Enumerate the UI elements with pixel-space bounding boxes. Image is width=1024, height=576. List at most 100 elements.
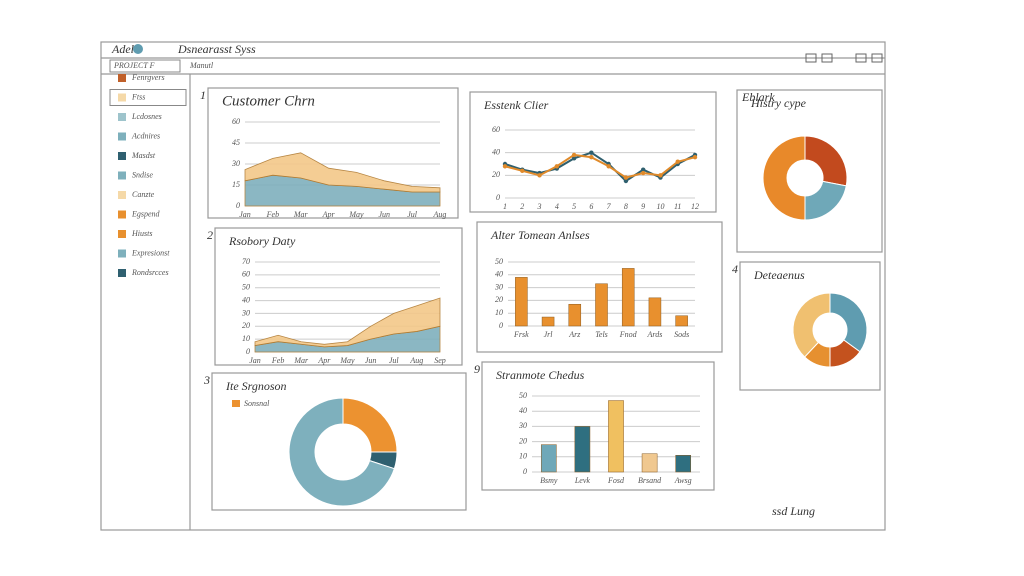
y-tick-label: 0 (499, 321, 503, 330)
menu[interactable]: Manutl (189, 61, 214, 70)
x-tick-label: 7 (607, 202, 612, 211)
sidebar-item[interactable]: Ftss (131, 92, 145, 101)
point (623, 175, 629, 180)
y-tick-label: 40 (495, 270, 503, 279)
x-tick-label: Brsand (638, 476, 662, 485)
legend-label: Sonsnal (244, 399, 270, 408)
x-tick-label: Jun (365, 356, 377, 365)
panel-title: Esstenk Clier (483, 98, 549, 112)
item-swatch (118, 113, 126, 121)
x-tick-label: 10 (656, 202, 664, 211)
control[interactable] (855, 53, 867, 63)
x-tick-label: 1 (503, 202, 507, 211)
y-tick-label: 0 (496, 193, 500, 202)
panel (481, 361, 715, 491)
item-swatch (118, 191, 126, 199)
x-tick-label: Jun (379, 210, 391, 219)
point (589, 150, 594, 155)
donut-slice (342, 397, 398, 453)
x-tick-label: 2 (520, 202, 524, 211)
donut-slice (288, 397, 395, 507)
y-tick-label: 40 (492, 147, 500, 156)
sidebar-item[interactable]: Sndise (132, 170, 153, 179)
line (504, 151, 696, 183)
bar (621, 268, 635, 327)
x-tick-label: Arz (568, 330, 581, 339)
point (537, 173, 542, 178)
y-tick-label: 20 (519, 436, 527, 445)
item-swatch (118, 171, 126, 180)
sidebar-item[interactable]: Expresionst (131, 248, 170, 257)
x-tick-label: Feb (266, 210, 279, 219)
x-tick-label: Apr (322, 210, 336, 219)
x-tick-label: Sods (674, 330, 689, 339)
area (254, 297, 441, 348)
footer: ssd Lung (772, 504, 815, 518)
panel-title: Ite Srgnoson (225, 379, 287, 393)
tab[interactable] (109, 59, 181, 73)
window-controls[interactable] (805, 53, 883, 63)
tab-label[interactable]: PROJECT F (113, 61, 155, 70)
x-tick-label: 5 (572, 202, 576, 211)
panel-number: 1 (200, 88, 206, 102)
bar (641, 453, 658, 473)
sidebar-item[interactable]: Rondsrcces (131, 268, 169, 277)
sidebar-item[interactable]: Egspend (131, 209, 161, 218)
y-tick-label: 50 (519, 391, 527, 400)
x-tick-label: Sep (434, 356, 446, 365)
x-tick-label: Aug (433, 210, 447, 219)
panel-title: Customer Chrn (222, 93, 315, 109)
sidebar-item[interactable]: Fenrgvers (131, 73, 165, 82)
point (606, 164, 611, 169)
x-tick-label: Aug (409, 356, 423, 365)
panel (469, 91, 717, 213)
item-swatch (118, 230, 126, 238)
panel-title: Histry cype (750, 96, 807, 110)
donut-slice (829, 292, 868, 353)
x-tick-label: Jul (407, 210, 418, 219)
point (640, 170, 646, 176)
x-tick-label: Awsg (674, 476, 692, 485)
point (502, 164, 508, 169)
bar (574, 426, 591, 473)
x-tick-label: Mar (293, 356, 309, 365)
control[interactable] (871, 53, 883, 63)
line (504, 153, 696, 179)
point (692, 155, 698, 160)
y-tick-label: 50 (242, 283, 250, 292)
control[interactable] (821, 53, 833, 63)
sidebar-item[interactable]: Canzte (132, 190, 155, 199)
point (640, 167, 646, 172)
panel (211, 372, 467, 511)
sidebar-item[interactable]: Hiusts (131, 229, 152, 238)
panel-title: Stranmote Chedus (496, 368, 585, 382)
bar (541, 316, 555, 327)
x-tick-label: Ards (647, 330, 663, 339)
donut-slice (804, 180, 847, 221)
x-tick-label: 9 (641, 202, 645, 211)
x-tick-label: 11 (674, 202, 681, 211)
control[interactable] (805, 53, 817, 63)
item-swatch (118, 269, 126, 277)
item-swatch (118, 249, 126, 258)
panel-number: 4 (732, 262, 738, 276)
sidebar-item[interactable]: Acdnires (131, 131, 160, 140)
selected-item[interactable] (109, 89, 187, 106)
sidebar-item[interactable]: Lcdosnes (131, 112, 162, 121)
y-tick-label: 10 (495, 308, 503, 317)
y-tick-label: 30 (231, 159, 240, 168)
y-tick-label: 10 (242, 334, 250, 343)
y-tick-label: 0 (523, 467, 527, 476)
panel (207, 87, 459, 219)
panel (736, 89, 883, 253)
x-tick-label: 12 (691, 202, 699, 211)
item-swatch (118, 93, 126, 102)
window-frame (100, 41, 886, 531)
sidebar-item[interactable]: Masdst (131, 151, 156, 160)
app-icon (133, 44, 143, 54)
y-tick-label: 30 (494, 282, 503, 291)
point (571, 152, 577, 158)
area (244, 152, 441, 193)
item-swatch (118, 210, 126, 219)
app-name: Adel (111, 42, 135, 56)
